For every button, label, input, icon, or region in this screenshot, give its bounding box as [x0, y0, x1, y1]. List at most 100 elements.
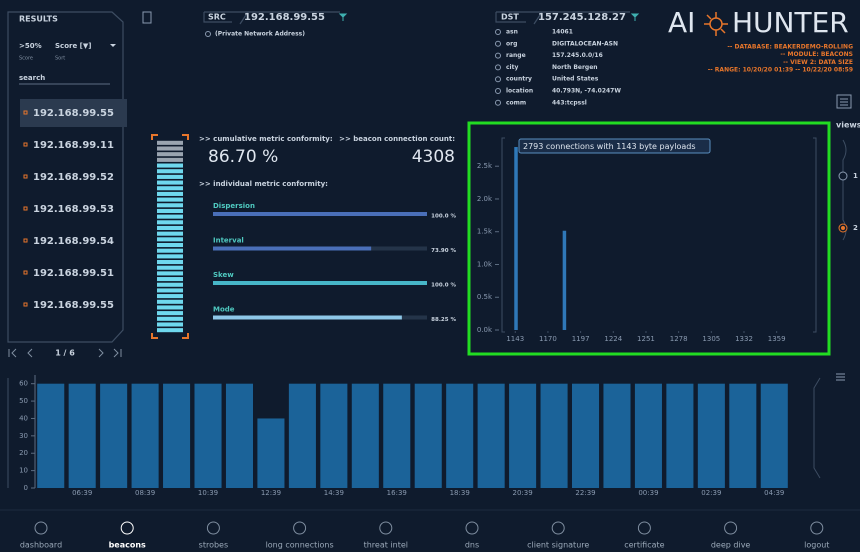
field-key: city — [506, 64, 518, 71]
bar — [383, 383, 411, 488]
dst-label: DST — [501, 13, 519, 22]
result-ip[interactable]: 192.168.99.53 — [33, 204, 114, 215]
x-tick-label: 1251 — [637, 335, 655, 343]
gauge-segment — [157, 157, 183, 162]
info-line: -- RANGE: 10/20/20 01:39 -- 10/22/20 08:… — [708, 67, 853, 74]
gauge-segment — [157, 197, 183, 202]
bar — [729, 383, 757, 488]
filter[interactable]: >50% — [19, 42, 42, 50]
field-key: asn — [506, 29, 518, 36]
gauge-segment — [157, 288, 183, 293]
x-tick-label: 14:39 — [324, 489, 344, 497]
field-value: United States — [552, 76, 599, 83]
x-tick-label: 1305 — [702, 335, 720, 343]
search[interactable]: search — [19, 74, 45, 82]
nav-label[interactable]: long connections — [266, 541, 334, 550]
result-ip[interactable]: 192.168.99.55 — [33, 300, 114, 311]
y-tick-label: 60 — [19, 380, 28, 388]
nav-label[interactable]: deep dive — [711, 541, 751, 550]
sort-caption: Sort — [55, 56, 65, 62]
field-value: 14061 — [552, 29, 573, 36]
nav-label[interactable]: dashboard — [20, 541, 62, 550]
filter-icon[interactable] — [338, 13, 348, 21]
result-ip[interactable]: 192.168.99.54 — [33, 236, 114, 247]
nav-icon[interactable] — [551, 521, 565, 535]
field-key: location — [506, 88, 533, 95]
nav-label[interactable]: strobes — [199, 541, 228, 550]
list-icon[interactable] — [836, 94, 852, 109]
metric-bar — [213, 281, 427, 285]
nav-label[interactable]: dns — [465, 541, 479, 550]
x-tick-label: 1359 — [768, 335, 786, 343]
sort[interactable]: Score [▼] — [55, 42, 91, 50]
x-tick-label: 08:39 — [135, 489, 155, 497]
nav-label[interactable]: certificate — [624, 541, 664, 550]
gauge-segment — [157, 225, 183, 231]
bar — [571, 383, 600, 488]
field-key: org — [506, 40, 517, 47]
nav-label[interactable]: threat intel — [364, 541, 408, 550]
src-note: (Private Network Address) — [215, 31, 305, 38]
nav-label[interactable]: beacons — [109, 541, 146, 550]
bar — [760, 383, 788, 488]
field-icon — [495, 40, 501, 47]
y-tick-label: 0 — [24, 484, 28, 492]
bar — [509, 383, 537, 488]
gauge-segment — [157, 163, 183, 168]
info-icon — [205, 31, 211, 37]
results-title: RESULTS — [19, 15, 58, 24]
view-label[interactable]: 1 — [853, 172, 858, 180]
row-bullet — [23, 302, 28, 307]
nav-label[interactable]: client signature — [527, 541, 589, 550]
tooltip: 2793 connections with 1143 byte payloads — [523, 142, 696, 151]
metric-name: Interval — [213, 237, 244, 245]
gauge-segment — [157, 242, 183, 248]
dst-frame — [495, 11, 630, 25]
nav-icon[interactable] — [120, 521, 134, 535]
src-label: SRC — [208, 13, 226, 22]
result-ip[interactable]: 192.168.99.51 — [33, 268, 114, 279]
nav-icon[interactable] — [206, 521, 220, 535]
bar — [697, 383, 725, 488]
nav-icon[interactable] — [810, 521, 824, 535]
nav-icon[interactable] — [293, 521, 307, 535]
nav-icon[interactable] — [34, 521, 48, 535]
bar — [477, 383, 505, 488]
filter-caption: Score — [19, 56, 33, 62]
y-tick-label: 20 — [19, 449, 28, 457]
metric-value: 73.90 % — [431, 248, 456, 254]
gauge-segment — [157, 294, 183, 299]
gauge — [157, 140, 183, 333]
chart-bracket — [501, 137, 817, 333]
export-icon[interactable] — [142, 11, 152, 24]
field-icon — [495, 29, 501, 35]
cumulative-value: 86.70 % — [208, 147, 278, 167]
menu-icon[interactable] — [836, 373, 845, 381]
dropdown-icon[interactable] — [110, 44, 116, 47]
nav-icon[interactable] — [465, 521, 479, 535]
row-bullet — [23, 142, 28, 147]
gauge-segment — [157, 299, 183, 304]
pagination-arrows[interactable] — [8, 348, 122, 358]
x-tick-label: 1143 — [506, 335, 524, 343]
result-ip[interactable]: 192.168.99.52 — [33, 172, 114, 183]
metric-bar — [213, 246, 372, 251]
gauge-segment — [157, 152, 183, 157]
x-tick-label: 1197 — [572, 335, 590, 343]
result-ip[interactable]: 192.168.99.11 — [33, 140, 114, 151]
y-tick-label: 10 — [19, 467, 28, 475]
result-ip[interactable]: 192.168.99.55 — [33, 108, 114, 119]
timeline-frame — [7, 377, 821, 488]
nav-label[interactable]: logout — [804, 541, 829, 550]
context-info: -- DATABASE: BEAKERDEMO-ROLLING-- MODULE… — [708, 44, 853, 74]
metric-value: 88.25 % — [431, 317, 456, 323]
view-label[interactable]: 2 — [853, 224, 858, 232]
bar — [603, 383, 631, 488]
field-key: comm — [506, 99, 526, 106]
view-radio[interactable] — [838, 171, 848, 181]
nav-icon[interactable] — [379, 521, 393, 535]
nav-icon[interactable] — [637, 521, 651, 535]
nav-icon[interactable] — [724, 521, 738, 535]
y-tick-label: 0.0k — [477, 326, 493, 334]
filter-icon[interactable] — [630, 13, 640, 21]
